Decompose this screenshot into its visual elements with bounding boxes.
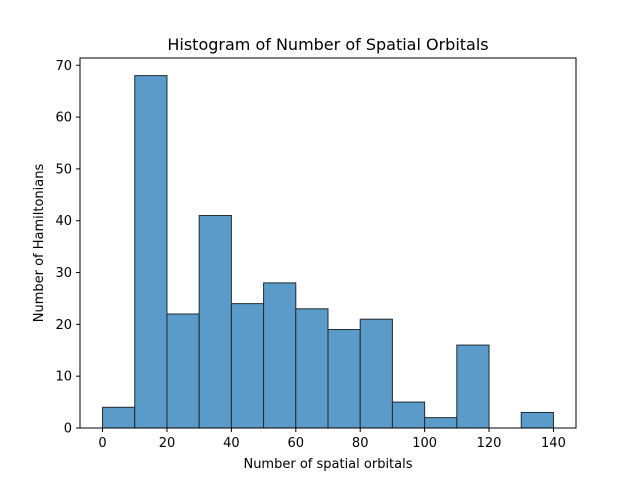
y-tick-label: 10 — [55, 370, 72, 385]
x-tick-label: 140 — [541, 436, 566, 451]
histogram-bar — [424, 417, 458, 429]
x-axis-label: Number of spatial orbitals — [243, 457, 412, 472]
histogram-bar — [359, 318, 393, 429]
x-tick-label: 120 — [477, 436, 502, 451]
histogram-bar — [166, 313, 200, 429]
y-tick-label: 20 — [55, 318, 72, 333]
histogram-bar — [391, 401, 426, 429]
y-tick-label: 60 — [55, 111, 72, 126]
histogram-bar — [134, 75, 168, 429]
x-tick-label: 20 — [159, 436, 176, 451]
x-axis-ticks: 0 20 40 60 80 100 120 140 — [98, 428, 566, 451]
y-axis-label: Number of Hamiltonians — [32, 164, 47, 323]
histogram-bar — [456, 344, 490, 429]
x-tick-label: 0 — [98, 436, 106, 451]
y-tick-label: 0 — [64, 422, 72, 437]
bars-group — [102, 75, 554, 429]
histogram-bar — [198, 215, 232, 429]
histogram-bar — [230, 303, 265, 429]
histogram-bar — [295, 308, 329, 429]
y-tick-label: 50 — [55, 162, 72, 177]
x-tick-label: 80 — [352, 436, 369, 451]
y-axis-ticks: 0 10 20 30 40 50 60 70 — [55, 59, 80, 437]
y-tick-label: 30 — [55, 266, 72, 281]
histogram-bar — [263, 282, 297, 429]
y-tick-label: 40 — [55, 214, 72, 229]
chart-title: Histogram of Number of Spatial Orbitals — [167, 35, 488, 54]
histogram-bar — [102, 406, 136, 429]
y-tick-label: 70 — [55, 59, 72, 74]
histogram-bar — [327, 329, 361, 429]
plot-frame — [79, 57, 577, 429]
x-tick-label: 100 — [412, 436, 437, 451]
histogram-bar — [520, 411, 554, 429]
x-tick-label: 40 — [223, 436, 240, 451]
x-tick-label: 60 — [288, 436, 305, 451]
